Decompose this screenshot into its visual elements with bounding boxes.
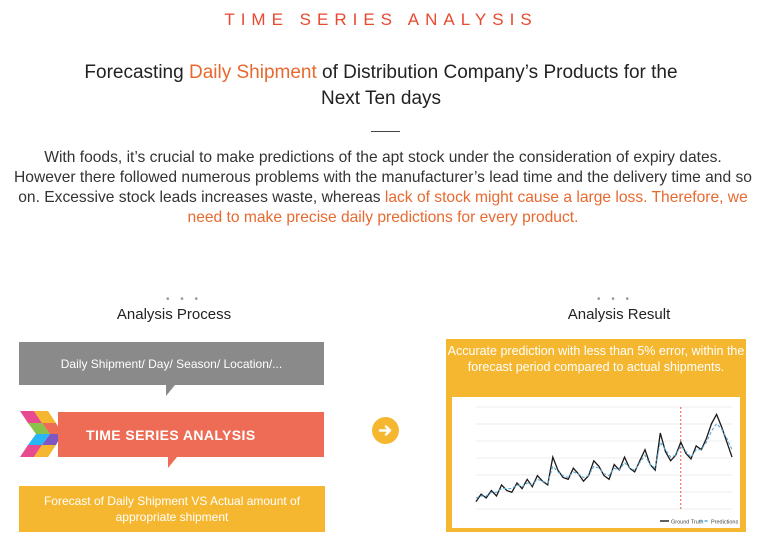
result-dots: • • • bbox=[597, 294, 634, 305]
method-box: TIME SERIES ANALYSIS bbox=[58, 412, 324, 457]
result-panel: Accurate prediction with less than 5% er… bbox=[446, 339, 746, 532]
series-line-predictions bbox=[475, 422, 733, 499]
section-label: TIME SERIES ANALYSIS bbox=[224, 10, 538, 29]
paragraph-accent: lack of stock might cause a large loss. … bbox=[187, 189, 748, 226]
series-line-ground-truth bbox=[475, 412, 733, 502]
forecast-chart: Ground Truth Predictions bbox=[452, 397, 740, 528]
paragraph-plain: With foods, it’s crucial to make predict… bbox=[14, 149, 752, 206]
intro-paragraph: With foods, it’s crucial to make predict… bbox=[12, 148, 754, 228]
legend-label: Ground Truth bbox=[671, 520, 703, 526]
process-title: Analysis Process bbox=[116, 306, 232, 323]
output-box: Forecast of Daily Shipment VS Actual amo… bbox=[19, 486, 325, 532]
colored-chevron-logo-icon bbox=[20, 411, 62, 462]
headline: Forecasting Daily Shipment of Distributi… bbox=[10, 60, 752, 112]
method-label: TIME SERIES ANALYSIS bbox=[86, 426, 256, 443]
method-box-tail bbox=[168, 457, 177, 468]
legend-label: Predictions bbox=[711, 520, 738, 526]
input-box-tail bbox=[166, 385, 175, 396]
input-features-label: Daily Shipment/ Day/ Season/ Location/..… bbox=[60, 356, 283, 371]
divider bbox=[371, 131, 400, 132]
arrow-right-circle-icon bbox=[372, 417, 399, 444]
output-label: Forecast of Daily Shipment VS Actual amo… bbox=[43, 494, 301, 524]
headline-accent: Daily Shipment bbox=[188, 62, 317, 83]
headline-part2: of Distribution Company’s Products for t… bbox=[316, 62, 678, 83]
process-dots: • • • bbox=[166, 294, 203, 305]
result-title: Analysis Result bbox=[567, 306, 671, 323]
forecast-chart-svg: Ground Truth Predictions bbox=[475, 406, 738, 526]
input-features-box: Daily Shipment/ Day/ Season/ Location/..… bbox=[19, 342, 324, 385]
result-summary: Accurate prediction with less than 5% er… bbox=[447, 344, 745, 374]
headline-line2: Next Ten days bbox=[320, 88, 442, 109]
headline-part1: Forecasting bbox=[84, 62, 189, 83]
